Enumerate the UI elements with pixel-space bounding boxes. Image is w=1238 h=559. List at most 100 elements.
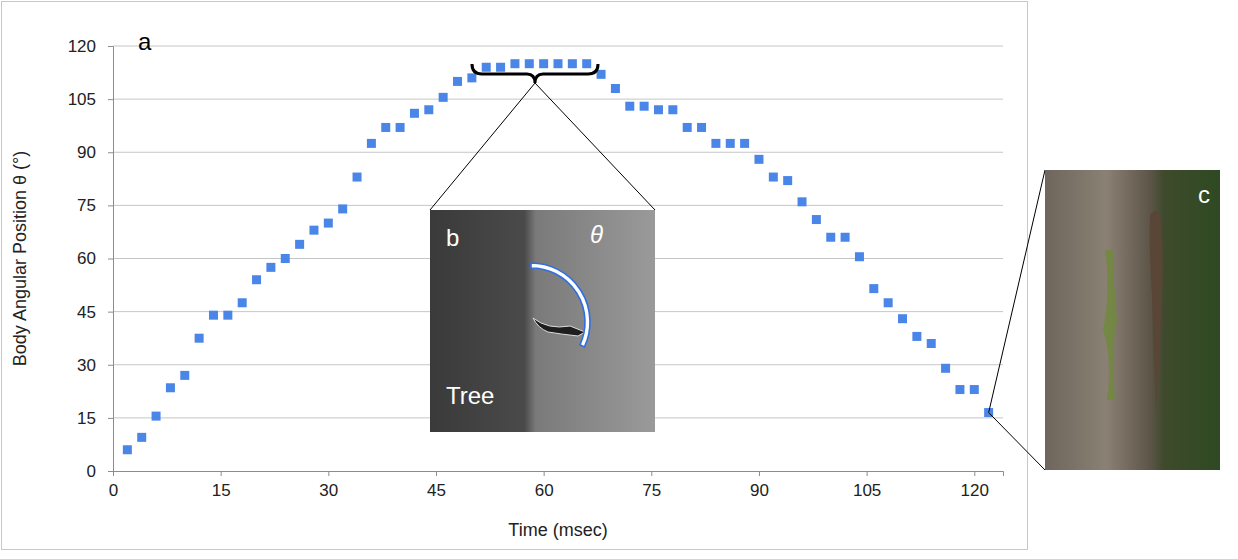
tick-label: 0 [109,481,118,500]
data-point [683,123,692,132]
tick-label: 120 [961,481,989,500]
chart: 0 15 30 45 60 75 90 105 120 0 15 30 45 60 75 90 105 120 Ti… [0,0,1238,559]
tick-label: 0 [87,462,96,481]
data-point [625,102,634,111]
x-axis-title: Time (msec) [508,520,607,540]
tick-mark [108,259,113,260]
data-point [238,298,247,307]
tick-mark [108,46,113,47]
data-point [209,311,218,320]
tick-label: 105 [68,90,96,109]
tick-mark [108,312,113,313]
data-point [525,59,534,68]
data-point [884,298,893,307]
grid-line [113,152,1003,153]
y-axis-title: Body Angular Position θ (°) [10,151,30,366]
data-point [281,254,290,263]
tick-label: 105 [853,481,881,500]
data-point [597,70,606,79]
data-point [482,63,491,72]
tick-mark [108,205,113,206]
tick-label: 15 [77,409,96,428]
data-point [195,334,204,343]
tick-label: 30 [77,356,96,375]
inset-lizard [533,318,585,336]
grid-line [113,99,1003,100]
data-point [611,84,620,93]
tick: 105 [68,90,113,109]
data-point [783,176,792,185]
tick-label: 45 [77,303,96,322]
points [123,59,993,454]
grid-line [113,46,1003,47]
data-point [396,123,405,132]
panel-letter: c [1198,181,1210,208]
leader-line [430,83,535,210]
data-point [711,139,720,148]
data-point [338,204,347,213]
tick-label: 90 [750,481,769,500]
y-axis: 0 15 30 45 60 75 90 105 120 [68,37,114,481]
tick-label: 15 [212,481,231,500]
tick-mark [108,99,113,100]
data-point [353,173,362,182]
data-point [726,139,735,148]
data-point [295,240,304,249]
data-point [137,433,146,442]
tick-label: 90 [77,143,96,162]
data-point [740,139,749,148]
tick-label: 60 [535,481,554,500]
data-point [869,284,878,293]
data-point [841,233,850,242]
grid-line [113,205,1003,206]
data-point [410,109,419,118]
data-point [381,123,390,132]
tick-label: 45 [427,481,446,500]
tick: 60 [535,471,554,500]
data-point [439,93,448,102]
tick: 75 [77,196,113,215]
annotation: θ [590,221,603,248]
inset-moss [1103,250,1117,400]
tick-label: 75 [642,481,661,500]
tick: 30 [77,356,113,375]
chart-frame [2,2,1028,550]
tick-label: 30 [319,481,338,500]
tick: 15 [77,409,113,428]
leader-line [989,170,1045,413]
tick-mark [867,471,868,476]
tick: 120 [961,471,989,500]
tick-label: 60 [77,249,96,268]
tick: 0 [109,471,118,500]
tick: 120 [68,37,113,56]
data-point [223,311,232,320]
data-point [941,364,950,373]
tick: 30 [319,471,338,500]
data-point [166,383,175,392]
tick: 90 [77,143,113,162]
data-point [568,59,577,68]
data-point [640,102,649,111]
tick: 60 [77,249,113,268]
data-point [668,105,677,114]
tick-mark [759,471,760,476]
data-point [912,332,921,341]
x-axis: 0 15 30 45 60 75 90 105 120 [109,471,1004,500]
leader-line [989,413,1045,470]
data-point [123,445,132,454]
tick-mark [108,152,113,153]
data-point [898,314,907,323]
data-point [769,173,778,182]
data-point [467,73,476,82]
data-point [152,412,161,421]
data-point [324,219,333,228]
leader-line [535,83,655,210]
data-point [309,226,318,235]
data-point [654,105,663,114]
panel-letter: a [138,28,152,55]
data-point [855,252,864,261]
tick-mark [974,471,975,476]
data-point [180,371,189,380]
tick-mark [108,365,113,366]
data-point [754,155,763,164]
